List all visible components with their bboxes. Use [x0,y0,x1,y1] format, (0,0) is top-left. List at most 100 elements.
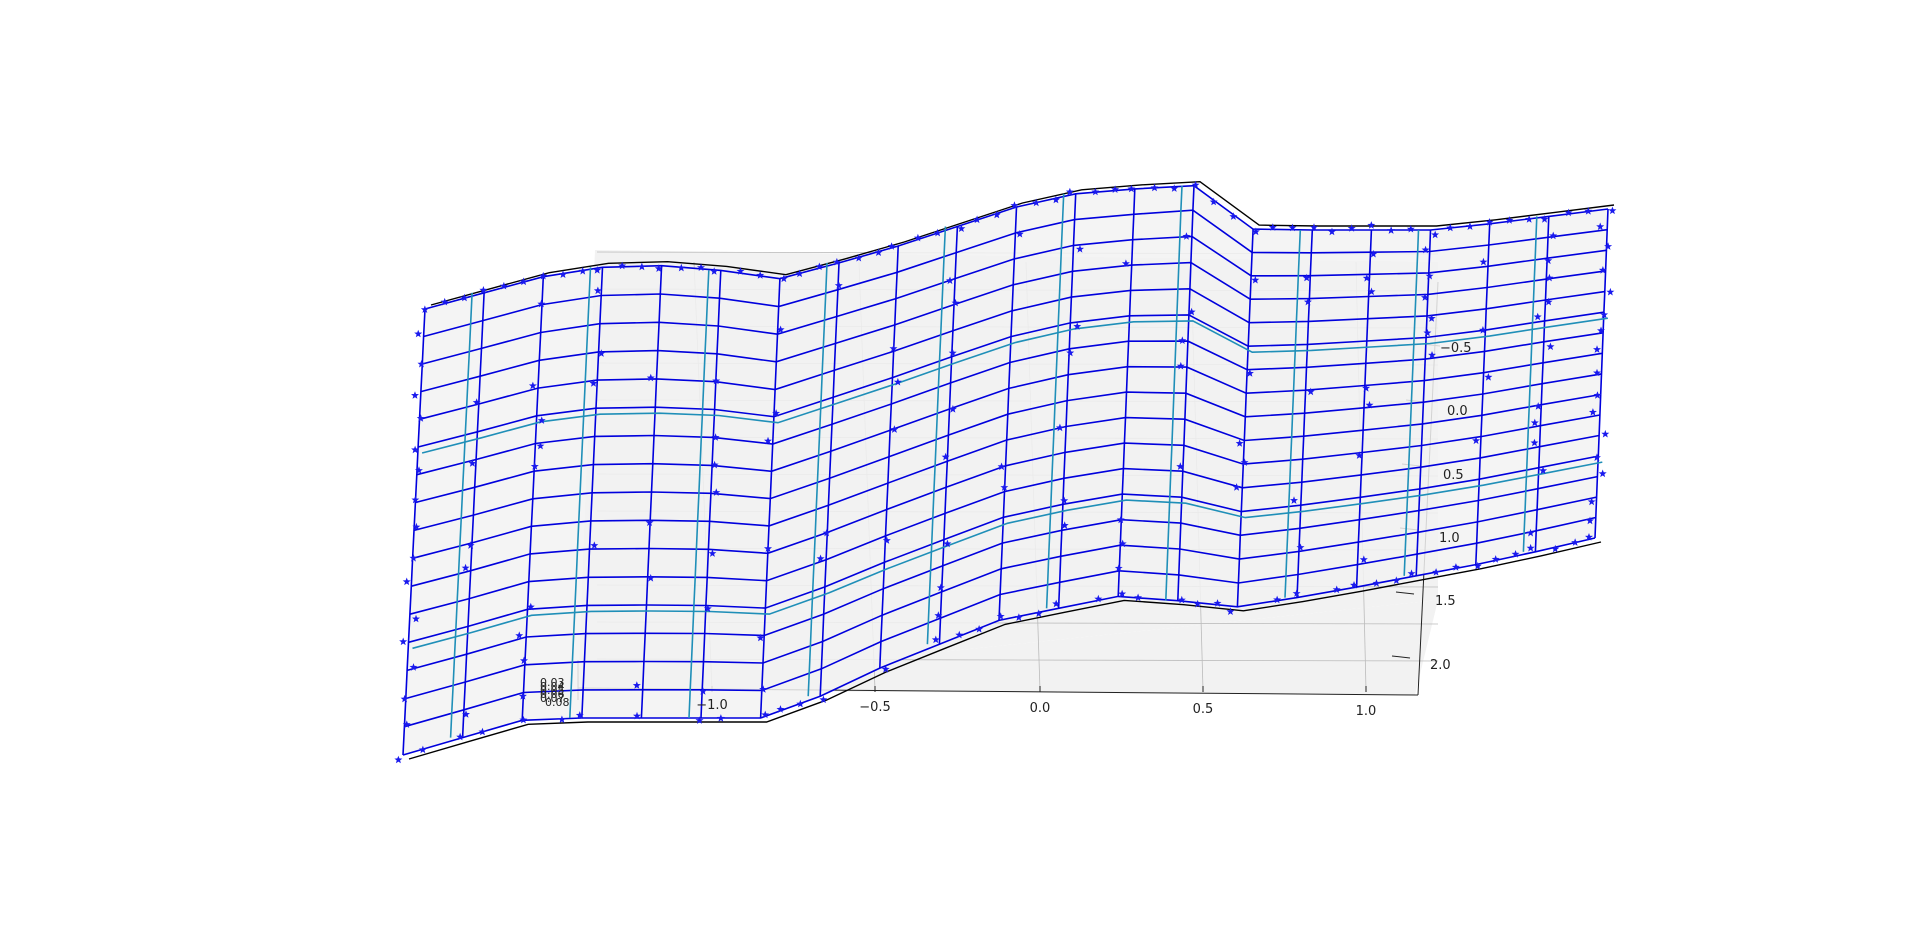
overlay-row-line [412,461,1603,650]
star-marker [411,391,419,399]
star-marker [593,286,602,295]
star-marker [992,210,1001,219]
mesh-column-line [759,278,781,719]
star-marker [795,269,804,278]
star-marker [1328,227,1336,236]
star-marker [1094,594,1103,603]
star-marker [975,625,984,633]
star-marker [1182,232,1191,240]
star-marker [420,305,429,313]
star-marker [518,692,527,700]
star-marker [1588,408,1597,416]
star-marker [416,414,425,422]
star-marker [822,528,831,537]
star-marker [1421,245,1430,254]
overlay-column-line [569,267,592,719]
star-marker [819,695,828,704]
x-tick-label: 0.5 [1193,702,1214,717]
star-marker [955,630,964,639]
star-marker [1432,568,1441,576]
star-marker [633,711,641,720]
z-axis: 0.03 0.04 0.05 0.06 0.07 0.08 [540,676,570,709]
star-marker [1425,271,1434,280]
star-marker [1546,342,1555,351]
star-marker [456,732,465,741]
star-marker [759,685,768,693]
star-marker [1387,226,1396,234]
star-marker [1367,221,1376,229]
star-marker [414,329,423,338]
star-marker [536,441,545,450]
surface-mesh [402,180,1615,760]
star-marker [1526,543,1535,552]
star-marker [539,271,548,280]
star-marker [1268,223,1277,231]
z-tick-label: 0.06 [540,688,565,701]
star-marker [412,614,420,623]
x-axis: −1.0 −0.5 0.0 0.5 1.0 [696,698,1376,719]
mesh-column-line [1117,188,1136,597]
star-marker [559,270,567,278]
star-marker [1032,198,1041,207]
star-marker [1065,187,1074,196]
star-marker [1431,230,1440,239]
star-marker [646,574,655,582]
star-marker [409,663,418,671]
star-marker [1608,206,1617,215]
mesh-column-line [700,270,722,719]
star-marker [703,604,712,613]
star-marker [1310,223,1318,231]
star-marker [1073,322,1082,330]
mesh-column-line [998,206,1018,621]
mesh-column-line [640,265,663,719]
star-marker [948,348,957,357]
star-marker [1597,326,1605,335]
mesh-column-line [1475,223,1491,565]
star-marker [1564,208,1573,217]
star-marker [1365,400,1374,409]
star-marker [1473,561,1482,570]
star-marker [1593,391,1602,399]
star-marker [1296,543,1305,551]
star-marker [1604,242,1613,250]
star-marker [1209,197,1218,206]
star-marker [996,612,1005,620]
star-marker [1111,185,1120,193]
star-marker [1034,609,1043,617]
star-marker [1232,483,1241,491]
star-marker [590,541,599,549]
mesh-column-line [938,226,959,645]
star-marker [1347,224,1356,232]
star-marker [1170,184,1179,192]
z-tick-label: 0.05 [540,684,565,697]
star-marker [1332,585,1341,594]
star-marker [948,405,957,413]
star-marker [1176,361,1185,370]
star-marker [1091,187,1100,196]
star-marker [882,536,891,544]
star-marker [1191,180,1200,189]
star-marker [913,233,922,242]
star-marker [1251,275,1260,284]
star-marker [1015,229,1024,238]
mesh-column-line [819,262,840,697]
star-marker [1010,201,1019,209]
star-marker [597,349,606,357]
y-tick-label: −0.5 [1440,341,1472,356]
star-marker [1372,579,1381,587]
star-marker [1116,515,1125,524]
star-marker [400,694,409,703]
star-marker [1606,287,1615,296]
star-marker [736,267,745,275]
star-marker [1601,429,1610,438]
star-marker [699,687,707,695]
star-marker [1000,483,1009,491]
overlay-lines [412,185,1609,738]
star-marker [1491,555,1500,563]
star-marker [1466,222,1474,230]
star-marker [854,253,863,262]
star-marker [1586,516,1594,525]
star-marker [936,583,945,592]
star-marker [537,416,546,424]
